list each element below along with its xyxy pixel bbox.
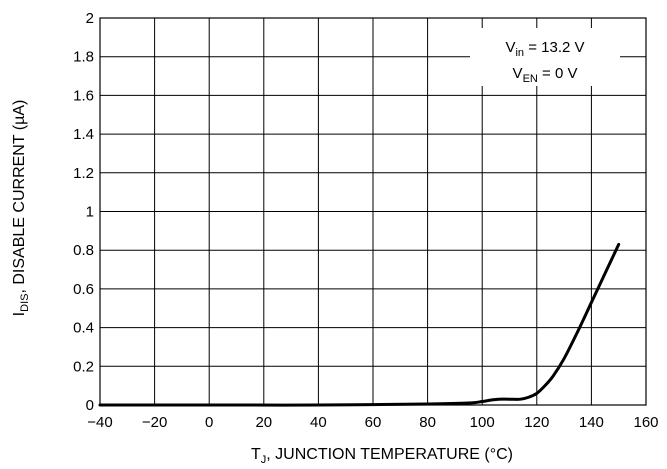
x-tick-label: 160	[633, 414, 658, 431]
x-tick-label: 20	[255, 414, 272, 431]
y-tick-label: 1.2	[73, 165, 94, 182]
y-tick-labels: 0 0.2 0.4 0.6 0.8 1 1.2 1.4 1.6 1.8 2	[73, 10, 94, 414]
annotation-vin: Vin = 13.2 V	[505, 39, 584, 59]
x-tick-label: 120	[524, 414, 549, 431]
x-tick-labels: −40 −20 0 20 40 60 80 100 120 140 160	[87, 414, 658, 431]
y-tick-label: 1	[86, 204, 94, 221]
series-line	[98, 242, 621, 407]
y-tick-label: 0	[86, 397, 94, 414]
x-tick-label: −20	[142, 414, 167, 431]
y-tick-label: 1.4	[73, 126, 94, 143]
x-tick-label: 140	[579, 414, 604, 431]
x-tick-label: −40	[87, 414, 112, 431]
y-tick-label: 0.2	[73, 358, 94, 375]
x-tick-label: 60	[365, 414, 382, 431]
y-tick-label: 2	[86, 10, 94, 27]
annotation-background	[470, 28, 620, 86]
y-axis-label: IDIS, DISABLE CURRENT (µA)	[11, 100, 31, 317]
series-layer	[98, 242, 621, 407]
annotation-ven: VEN = 0 V	[513, 65, 578, 85]
y-tick-label: 0.4	[73, 320, 94, 337]
annotation-box: Vin = 13.2 V VEN = 0 V	[470, 28, 620, 86]
y-tick-label: 1.8	[73, 49, 94, 66]
x-tick-label: 80	[419, 414, 436, 431]
y-tick-label: 0.6	[73, 281, 94, 298]
x-tick-label: 40	[310, 414, 327, 431]
y-tick-label: 1.6	[73, 87, 94, 104]
x-axis-label: TJ, JUNCTION TEMPERATURE (°C)	[251, 446, 513, 466]
x-tick-label: 0	[205, 414, 213, 431]
x-tick-label: 100	[470, 414, 495, 431]
y-tick-label: 0.8	[73, 242, 94, 259]
